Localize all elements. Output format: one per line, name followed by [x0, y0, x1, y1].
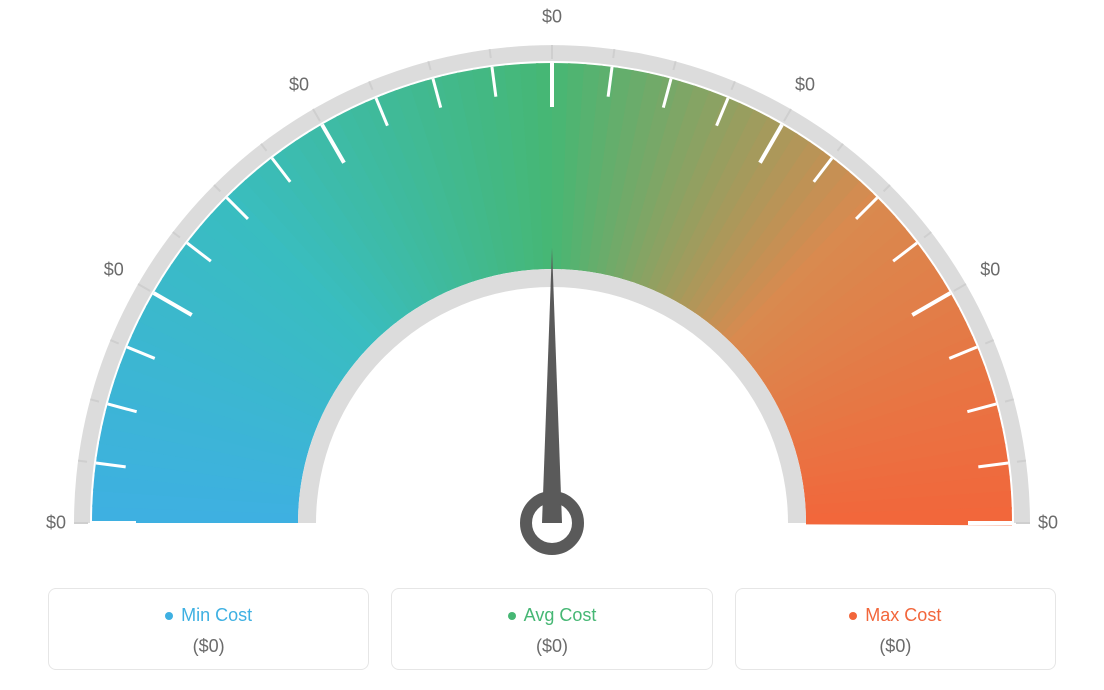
- gauge-tick-label: $0: [104, 260, 124, 281]
- gauge-tick-label: $0: [542, 7, 562, 28]
- legend-row: Min Cost ($0) Avg Cost ($0) Max Cost ($0…: [48, 588, 1056, 670]
- legend-dot-avg: [508, 612, 516, 620]
- legend-title-avg: Avg Cost: [508, 605, 597, 626]
- legend-value-max: ($0): [746, 636, 1045, 657]
- legend-value-avg: ($0): [402, 636, 701, 657]
- cost-gauge-widget: $0 $0 $0 $0 $0 $0 $0 Min Cost ($0) Avg Cost ($…: [0, 0, 1104, 690]
- gauge-tick-label: $0: [1038, 513, 1058, 534]
- legend-card-min: Min Cost ($0): [48, 588, 369, 670]
- legend-card-max: Max Cost ($0): [735, 588, 1056, 670]
- gauge-tick-label: $0: [46, 513, 66, 534]
- gauge-tick-label: $0: [289, 74, 309, 95]
- legend-dot-min: [165, 612, 173, 620]
- legend-label-avg: Avg Cost: [524, 605, 597, 626]
- legend-value-min: ($0): [59, 636, 358, 657]
- legend-label-max: Max Cost: [865, 605, 941, 626]
- legend-label-min: Min Cost: [181, 605, 252, 626]
- gauge-tick-label: $0: [980, 260, 1000, 281]
- legend-dot-max: [849, 612, 857, 620]
- legend-title-max: Max Cost: [849, 605, 941, 626]
- legend-card-avg: Avg Cost ($0): [391, 588, 712, 670]
- gauge-tick-label: $0: [795, 74, 815, 95]
- gauge-chart: $0 $0 $0 $0 $0 $0 $0: [0, 0, 1104, 555]
- legend-title-min: Min Cost: [165, 605, 252, 626]
